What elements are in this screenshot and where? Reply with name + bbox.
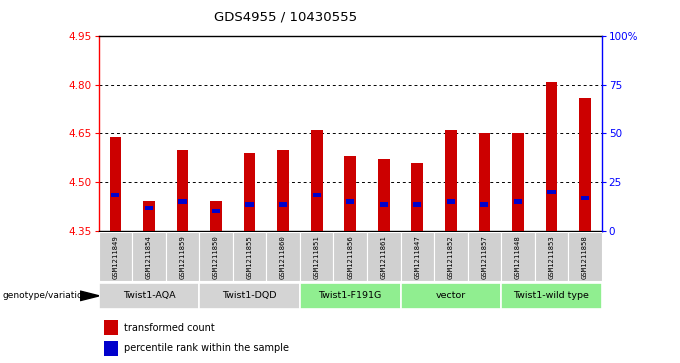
Bar bbox=[145, 206, 153, 210]
Polygon shape bbox=[80, 291, 99, 301]
Text: GSM1211858: GSM1211858 bbox=[582, 235, 588, 279]
Text: GSM1211850: GSM1211850 bbox=[213, 235, 219, 279]
Text: GSM1211849: GSM1211849 bbox=[112, 235, 118, 279]
Text: genotype/variation: genotype/variation bbox=[2, 291, 88, 300]
Bar bbox=[166, 232, 199, 281]
Text: Twist1-F191G: Twist1-F191G bbox=[318, 291, 382, 300]
Bar bbox=[112, 193, 120, 197]
Bar bbox=[277, 150, 289, 231]
Bar bbox=[379, 203, 388, 207]
Bar bbox=[199, 283, 300, 309]
Bar bbox=[480, 203, 488, 207]
Text: GSM1211855: GSM1211855 bbox=[247, 235, 252, 279]
Text: percentile rank within the sample: percentile rank within the sample bbox=[124, 343, 289, 354]
Bar bbox=[103, 340, 118, 356]
Bar bbox=[333, 232, 367, 281]
Bar bbox=[545, 82, 558, 231]
Bar bbox=[434, 232, 468, 281]
Bar bbox=[413, 203, 422, 207]
Bar bbox=[99, 283, 199, 309]
Bar bbox=[468, 232, 501, 281]
Bar bbox=[279, 203, 287, 207]
Bar bbox=[411, 163, 423, 231]
Text: GSM1211857: GSM1211857 bbox=[481, 235, 488, 279]
Bar bbox=[267, 232, 300, 281]
Text: GSM1211861: GSM1211861 bbox=[381, 235, 387, 279]
Text: transformed count: transformed count bbox=[124, 323, 214, 333]
Text: vector: vector bbox=[436, 291, 466, 300]
Bar bbox=[103, 320, 118, 335]
Bar bbox=[547, 189, 556, 194]
Bar bbox=[581, 196, 589, 200]
Bar bbox=[199, 232, 233, 281]
Bar bbox=[313, 193, 321, 197]
Bar bbox=[243, 153, 256, 231]
Text: GSM1211851: GSM1211851 bbox=[313, 235, 320, 279]
Text: GSM1211859: GSM1211859 bbox=[180, 235, 186, 279]
Text: GSM1211860: GSM1211860 bbox=[280, 235, 286, 279]
Text: Twist1-AQA: Twist1-AQA bbox=[122, 291, 175, 300]
Bar bbox=[378, 159, 390, 231]
Bar bbox=[401, 283, 501, 309]
Bar bbox=[245, 203, 254, 207]
Bar bbox=[210, 201, 222, 231]
Text: GSM1211848: GSM1211848 bbox=[515, 235, 521, 279]
Bar bbox=[109, 136, 121, 231]
Bar bbox=[445, 130, 457, 231]
Bar bbox=[212, 209, 220, 213]
Bar bbox=[300, 283, 401, 309]
Text: GSM1211852: GSM1211852 bbox=[448, 235, 454, 279]
Bar bbox=[568, 232, 602, 281]
Bar bbox=[514, 199, 522, 204]
Bar bbox=[344, 156, 356, 231]
Bar bbox=[177, 150, 188, 231]
Bar bbox=[346, 199, 354, 204]
Bar bbox=[300, 232, 333, 281]
Text: Twist1-wild type: Twist1-wild type bbox=[513, 291, 590, 300]
Bar bbox=[233, 232, 267, 281]
Text: GSM1211856: GSM1211856 bbox=[347, 235, 353, 279]
Bar bbox=[99, 232, 132, 281]
Bar bbox=[501, 283, 602, 309]
Bar bbox=[367, 232, 401, 281]
Text: GSM1211854: GSM1211854 bbox=[146, 235, 152, 279]
Bar bbox=[534, 232, 568, 281]
Text: GSM1211853: GSM1211853 bbox=[549, 235, 554, 279]
Bar bbox=[479, 133, 490, 231]
Bar bbox=[143, 201, 155, 231]
Bar bbox=[447, 199, 455, 204]
Bar bbox=[311, 130, 322, 231]
Bar bbox=[501, 232, 534, 281]
Bar bbox=[579, 98, 591, 231]
Text: GSM1211847: GSM1211847 bbox=[414, 235, 420, 279]
Bar bbox=[132, 232, 166, 281]
Bar bbox=[401, 232, 434, 281]
Text: Twist1-DQD: Twist1-DQD bbox=[222, 291, 277, 300]
Text: GDS4955 / 10430555: GDS4955 / 10430555 bbox=[214, 11, 357, 24]
Bar bbox=[178, 199, 186, 204]
Bar bbox=[512, 133, 524, 231]
